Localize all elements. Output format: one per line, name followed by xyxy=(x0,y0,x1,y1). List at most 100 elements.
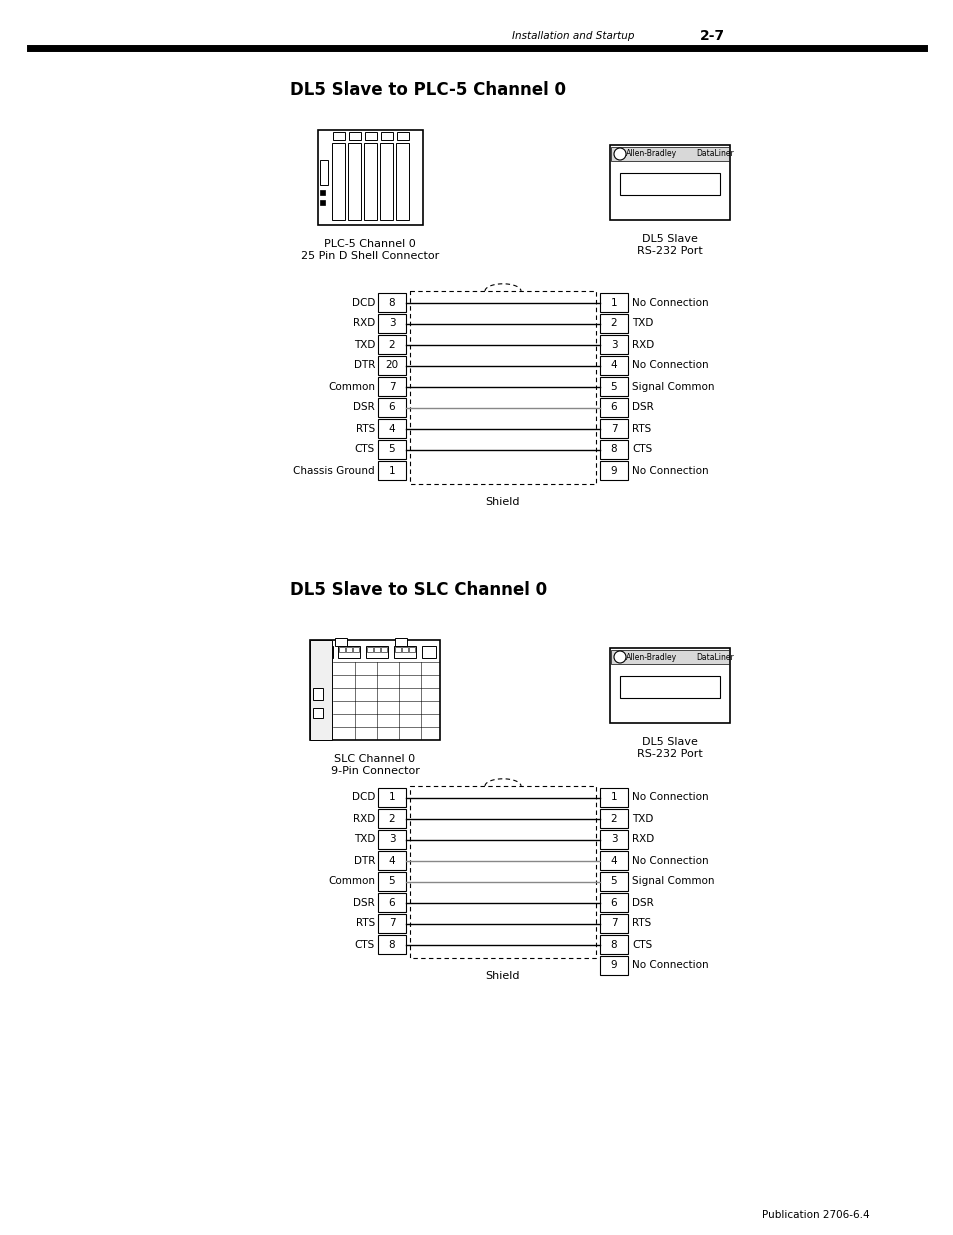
Text: 8: 8 xyxy=(388,298,395,308)
Text: Allen-Bradley: Allen-Bradley xyxy=(626,149,677,158)
Text: TXD: TXD xyxy=(354,340,375,350)
Bar xyxy=(377,893,406,911)
Text: RXD: RXD xyxy=(631,340,654,350)
Bar xyxy=(395,647,400,652)
Text: No Connection: No Connection xyxy=(631,961,708,971)
Text: CTS: CTS xyxy=(355,940,375,950)
Bar xyxy=(599,956,627,974)
Bar xyxy=(377,356,406,375)
Bar xyxy=(313,688,323,700)
Bar xyxy=(348,143,360,220)
Text: CTS: CTS xyxy=(631,445,652,454)
Text: 1: 1 xyxy=(388,793,395,803)
Text: DTR: DTR xyxy=(354,856,375,866)
Text: 9: 9 xyxy=(610,466,617,475)
Text: Installation and Startup: Installation and Startup xyxy=(512,31,635,41)
Bar xyxy=(377,851,406,869)
Bar xyxy=(377,314,406,333)
Bar xyxy=(333,132,345,140)
Text: DL5 Slave to SLC Channel 0: DL5 Slave to SLC Channel 0 xyxy=(290,580,547,599)
Bar xyxy=(346,647,352,652)
Bar xyxy=(377,809,406,827)
Bar xyxy=(314,646,333,658)
Text: 6: 6 xyxy=(388,898,395,908)
Text: DSR: DSR xyxy=(631,403,653,412)
Text: TXD: TXD xyxy=(631,814,653,824)
Bar xyxy=(409,647,415,652)
Bar xyxy=(599,377,627,396)
Text: TXD: TXD xyxy=(631,319,653,329)
Text: No Connection: No Connection xyxy=(631,856,708,866)
Text: 5: 5 xyxy=(610,877,617,887)
Bar xyxy=(367,647,373,652)
Bar xyxy=(349,132,360,140)
Bar xyxy=(599,809,627,827)
Text: Shield: Shield xyxy=(485,971,519,981)
Bar xyxy=(619,173,720,195)
Text: DSR: DSR xyxy=(631,898,653,908)
Text: RXD: RXD xyxy=(353,814,375,824)
Text: 2-7: 2-7 xyxy=(700,28,724,43)
Bar xyxy=(364,143,376,220)
Bar xyxy=(319,161,328,185)
Text: No Connection: No Connection xyxy=(631,298,708,308)
Bar xyxy=(609,648,729,722)
Text: No Connection: No Connection xyxy=(631,466,708,475)
Text: RS-232 Port: RS-232 Port xyxy=(637,246,702,256)
Bar xyxy=(377,461,406,480)
Text: 5: 5 xyxy=(388,877,395,887)
Text: RXD: RXD xyxy=(353,319,375,329)
Text: 2: 2 xyxy=(388,814,395,824)
Bar xyxy=(324,650,330,653)
Text: 1: 1 xyxy=(610,793,617,803)
Bar xyxy=(599,314,627,333)
Bar xyxy=(380,647,387,652)
Text: 5: 5 xyxy=(388,445,395,454)
Bar xyxy=(353,647,358,652)
Text: 7: 7 xyxy=(610,424,617,433)
Bar xyxy=(599,398,627,417)
Text: 4: 4 xyxy=(610,856,617,866)
Text: RTS: RTS xyxy=(355,424,375,433)
Text: 2: 2 xyxy=(610,814,617,824)
Bar xyxy=(599,356,627,375)
Text: RS-232 Port: RS-232 Port xyxy=(637,748,702,760)
Bar xyxy=(315,650,322,653)
Text: 1: 1 xyxy=(388,466,395,475)
Bar xyxy=(610,147,728,161)
Bar xyxy=(377,293,406,312)
Bar xyxy=(365,132,376,140)
Bar xyxy=(394,646,416,658)
Bar xyxy=(319,200,325,205)
Text: 8: 8 xyxy=(388,940,395,950)
Text: Signal Common: Signal Common xyxy=(631,382,714,391)
Bar xyxy=(374,647,379,652)
Text: DL5 Slave: DL5 Slave xyxy=(641,233,698,245)
Text: RXD: RXD xyxy=(631,835,654,845)
Bar xyxy=(310,640,332,740)
Bar xyxy=(319,190,325,195)
Text: 5: 5 xyxy=(610,382,617,391)
Bar xyxy=(377,419,406,438)
Circle shape xyxy=(614,148,625,161)
Text: DataLiner: DataLiner xyxy=(696,652,733,662)
Text: RTS: RTS xyxy=(631,919,651,929)
Bar xyxy=(377,377,406,396)
Text: Allen-Bradley: Allen-Bradley xyxy=(626,652,677,662)
Text: Publication 2706-6.4: Publication 2706-6.4 xyxy=(761,1210,869,1220)
Text: DL5 Slave: DL5 Slave xyxy=(641,737,698,747)
Bar xyxy=(599,935,627,953)
Text: 4: 4 xyxy=(610,361,617,370)
Bar xyxy=(313,708,323,718)
Bar xyxy=(335,638,347,646)
Text: 4: 4 xyxy=(388,856,395,866)
Bar xyxy=(337,646,359,658)
Bar xyxy=(421,646,436,658)
Bar xyxy=(377,398,406,417)
Text: DTR: DTR xyxy=(354,361,375,370)
Bar xyxy=(599,893,627,911)
Bar xyxy=(377,872,406,890)
Text: Signal Common: Signal Common xyxy=(631,877,714,887)
Text: 25 Pin D Shell Connector: 25 Pin D Shell Connector xyxy=(300,251,438,261)
Bar xyxy=(599,788,627,806)
